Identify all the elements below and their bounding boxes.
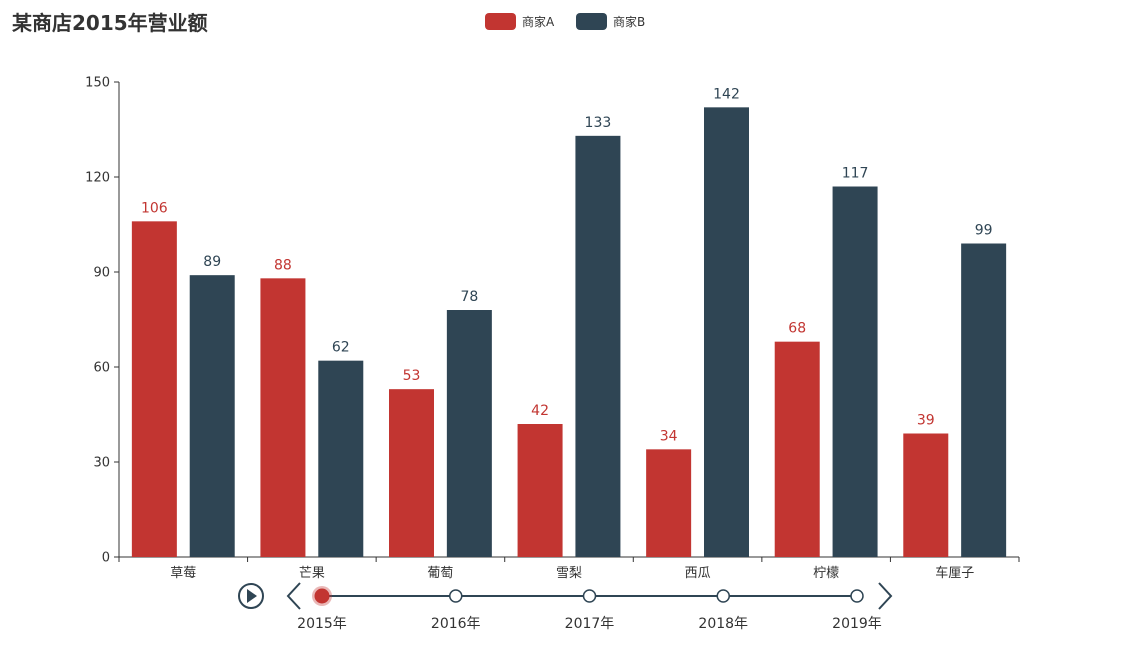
legend-label: 商家B [613,14,645,29]
data-label: 78 [460,289,478,305]
bar[interactable] [189,275,235,557]
y-tick-label: 120 [85,171,110,186]
bar[interactable] [131,221,177,558]
legend-swatch [485,13,516,30]
legend-item-0[interactable]: 商家A [485,13,555,30]
bar[interactable] [517,424,563,557]
x-tick-label: 雪梨 [556,566,582,581]
chevron-right-icon[interactable] [878,582,893,610]
x-tick-label: 芒果 [299,565,325,581]
y-axis: 0 30 60 90 120 150 [85,76,120,566]
data-label: 34 [660,428,678,444]
bars [131,107,1007,558]
data-label: 99 [975,223,993,239]
y-tick-label: 60 [93,361,110,376]
legend-swatch [576,13,607,30]
timeline-label: 2015年 [297,616,347,632]
bar[interactable] [961,243,1007,558]
bar[interactable] [646,449,692,557]
data-label: 88 [274,257,292,273]
timeline-item-0[interactable]: 2015年 [297,586,347,632]
x-tick-label: 柠檬 [813,566,839,581]
x-tick-label: 西瓜 [685,566,711,581]
bar[interactable] [260,278,306,557]
data-label: 39 [917,413,935,429]
timeline-item-4[interactable]: 2019年 [832,589,882,632]
bar[interactable] [446,310,492,557]
timeline-item-2[interactable]: 2017年 [565,589,615,632]
y-tick-label: 150 [85,76,110,91]
data-label: 142 [713,86,740,102]
legend-label: 商家A [522,14,555,29]
timeline-label: 2016年 [431,616,481,632]
chart-title: 某商店2015年营业额 [12,11,208,35]
data-labels: 106 88 53 42 34 68 39 89 62 78 133 142 117 99 [141,86,993,444]
legend-item-1[interactable]: 商家B [576,13,645,30]
y-tick-label: 30 [93,456,110,471]
timeline[interactable]: 2015年 2016年 2017年 2018年 2019年 [238,582,893,632]
timeline-item-1[interactable]: 2016年 [431,589,481,632]
bar[interactable] [389,389,434,557]
y-tick-label: 0 [102,551,110,566]
bar[interactable] [774,341,820,557]
x-axis: 草莓 芒果 葡萄 雪梨 西瓜 柠檬 车厘子 [118,556,1020,581]
bar[interactable] [575,135,621,558]
timeline-label: 2019年 [832,616,882,632]
play-icon[interactable] [238,583,264,609]
timeline-label: 2017年 [565,616,615,632]
chevron-left-icon[interactable] [286,582,301,610]
legend[interactable]: 商家A 商家B [485,13,645,30]
x-tick-label: 车厘子 [935,565,974,581]
data-label: 62 [332,340,350,356]
data-label: 68 [788,321,806,337]
data-label: 53 [403,368,421,384]
data-label: 117 [842,166,869,182]
bar[interactable] [903,433,949,558]
bar[interactable] [832,186,878,558]
data-label: 89 [203,254,221,270]
timeline-label: 2018年 [698,616,748,632]
data-label: 106 [141,200,168,216]
x-tick-label: 草莓 [170,566,196,581]
x-tick-label: 葡萄 [427,566,453,581]
timeline-item-3[interactable]: 2018年 [698,589,748,632]
y-tick-label: 90 [93,266,110,281]
data-label: 133 [585,115,612,131]
bar[interactable] [318,360,364,557]
bar[interactable] [704,107,749,557]
data-label: 42 [531,403,549,419]
